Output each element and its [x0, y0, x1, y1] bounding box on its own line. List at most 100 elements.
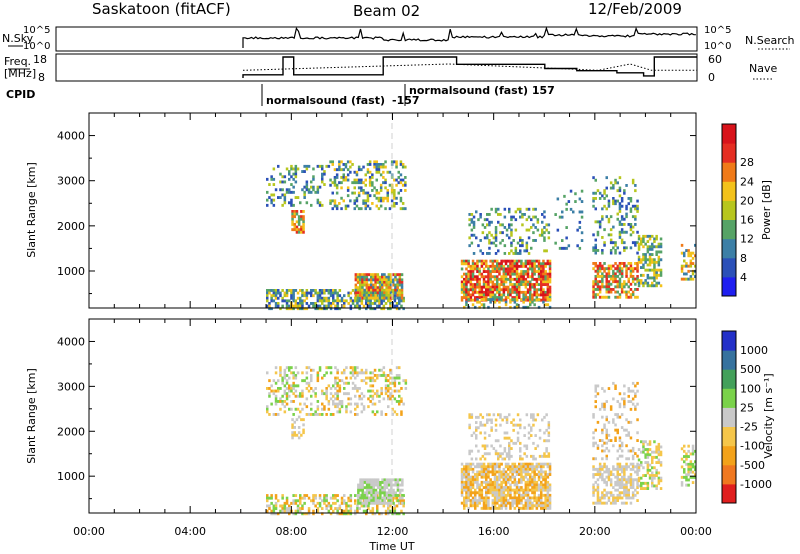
power-cell [371, 291, 375, 295]
power-cell [294, 164, 298, 168]
velocity-cell [292, 371, 295, 375]
power-cell [376, 299, 379, 303]
velocity-cell [340, 501, 344, 505]
velocity-cell [515, 496, 519, 500]
power-cell [373, 163, 376, 166]
velocity-cell [372, 483, 375, 487]
velocity-cell [395, 366, 399, 370]
velocity-cell [318, 504, 322, 508]
power-cell [333, 204, 337, 208]
velocity-cell [338, 402, 342, 406]
velocity-cell [486, 421, 489, 424]
velocity-cell [541, 418, 544, 422]
velocity-cell [642, 442, 645, 446]
power-cell [336, 302, 339, 305]
power-cell [293, 212, 296, 216]
velocity-cell [334, 376, 337, 380]
velocity-cell [486, 413, 489, 417]
power-cell [592, 267, 595, 271]
power-cell [382, 170, 385, 174]
power-cell [578, 246, 582, 250]
velocity-cell [356, 507, 359, 510]
velocity-cell [629, 480, 633, 484]
power-cell [288, 304, 291, 308]
velocity-cell [631, 457, 635, 461]
power-cell [480, 303, 484, 307]
power-cell [491, 267, 495, 271]
velocity-cell [496, 483, 499, 487]
power-cell [637, 234, 641, 238]
power-cell [504, 267, 508, 271]
power-cell [657, 281, 661, 285]
power-cell [479, 213, 482, 216]
velocity-cell [491, 470, 495, 474]
power-cell [374, 273, 377, 277]
power-cell [605, 280, 608, 284]
power-cell [509, 290, 512, 294]
power-cell [331, 191, 334, 195]
velocity-cell [471, 499, 475, 502]
velocity-cell [636, 381, 639, 385]
velocity-cell [469, 462, 473, 466]
velocity-cell [493, 467, 497, 471]
velocity-cell [616, 467, 619, 471]
velocity-cell [463, 496, 466, 500]
velocity-cell [496, 480, 499, 484]
power-cell [494, 252, 498, 255]
power-cell [355, 181, 359, 185]
power-cell [598, 295, 602, 299]
power-cell [496, 264, 499, 268]
velocity-cell [691, 481, 695, 484]
power-cell [288, 299, 291, 303]
velocity-cell [296, 509, 300, 513]
power-cell [401, 163, 405, 166]
velocity-cell [460, 475, 464, 479]
velocity-cell [272, 504, 276, 508]
power-cell [653, 279, 656, 282]
power-cell [636, 210, 639, 213]
velocity-cell [274, 504, 278, 508]
power-cell [314, 291, 317, 295]
velocity-cell [378, 400, 381, 403]
power-cell [493, 270, 497, 273]
power-cell [398, 302, 401, 305]
power-cell [533, 290, 536, 294]
velocity-cell [491, 491, 495, 495]
velocity-cell [616, 413, 619, 416]
velocity-cell [387, 394, 390, 398]
velocity-cell [640, 476, 643, 480]
velocity-cell [620, 483, 624, 487]
velocity-cell [685, 455, 688, 458]
velocity-cell [467, 491, 470, 495]
power-cell [474, 277, 477, 281]
velocity-cell [636, 454, 639, 458]
velocity-cell [592, 436, 595, 440]
power-cell [594, 238, 597, 242]
velocity-cell [465, 475, 468, 479]
power-cell [332, 302, 335, 305]
velocity-cell [545, 454, 548, 458]
power-cell [601, 295, 604, 299]
power-cell [397, 170, 400, 174]
power-cell [527, 236, 531, 240]
power-cell [372, 278, 375, 282]
velocity-cell [605, 446, 608, 450]
velocity-cell [520, 499, 523, 502]
power-cell [618, 210, 622, 213]
power-cell [580, 210, 584, 214]
power-cell [513, 272, 517, 276]
velocity-cell [520, 470, 523, 474]
power-cell [514, 218, 518, 222]
power-cell [333, 199, 337, 203]
velocity-cell [529, 506, 532, 510]
velocity-cell [371, 402, 375, 406]
power-cell [355, 199, 359, 203]
power-cell [266, 190, 269, 194]
power-cell [323, 170, 326, 173]
velocity-cell [392, 491, 395, 495]
velocity-cell [537, 488, 541, 492]
time-axis-tick-label: 12:00 [377, 525, 409, 538]
power-cell [303, 170, 306, 173]
power-cell [281, 304, 284, 308]
power-cell [651, 247, 654, 251]
